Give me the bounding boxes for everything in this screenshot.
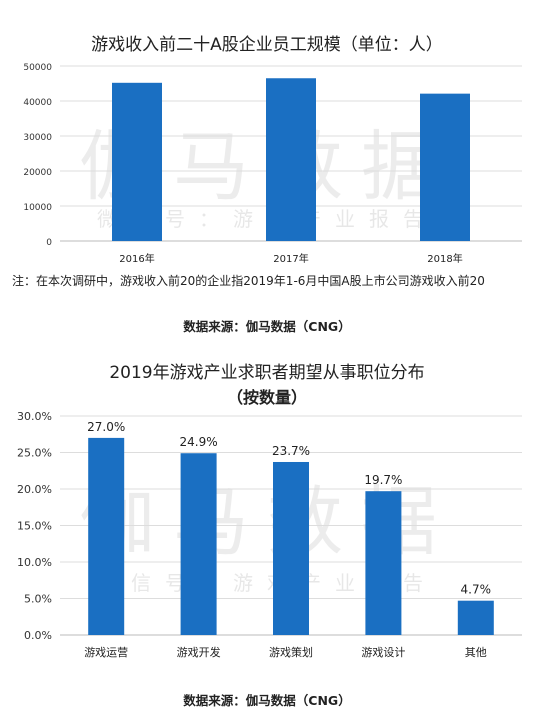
y-tick-label: 30000 (23, 133, 52, 143)
bar-chart-employees: 0 10000 20000 30000 40000 50000 2016年 2017年 2018… (23, 63, 522, 265)
bar (420, 93, 470, 242)
data-label: 24.9% (180, 435, 218, 449)
bar (365, 491, 402, 635)
y-tick-label: 25.0% (17, 447, 52, 460)
bar-chart-positions: 0.0% 5.0% 10.0% 15.0% 20.0% 25.0% 30.0% 27.0% 游戏… (17, 410, 522, 659)
data-label: 4.7% (461, 583, 492, 597)
data-label: 19.7% (364, 473, 402, 487)
x-tick-label: 游戏策划 (269, 645, 313, 659)
bar (457, 600, 494, 635)
chart-title: 游戏收入前二十A股企业员工规模（单位：人） (91, 35, 443, 55)
chart-panel-positions: 2019年游戏产业求职者期望从事职位分布 （按数量） 伽马数据 微信号：游戏产业… (0, 345, 534, 717)
bar (180, 453, 217, 635)
data-source: 数据来源：伽马数据（CNG） (183, 693, 351, 708)
x-tick-label: 2016年 (119, 252, 154, 265)
data-label: 23.7% (272, 444, 310, 458)
y-tick-label: 10000 (23, 203, 52, 213)
bar (273, 461, 309, 635)
chart-title: 2019年游戏产业求职者期望从事职位分布 (109, 363, 425, 383)
y-tick-label: 15.0% (17, 520, 52, 533)
chart-panel-employees: 游戏收入前二十A股企业员工规模（单位：人） 伽马数据 微信号：游戏产业报告 01… (0, 0, 534, 335)
y-tick-label: 0.0% (24, 629, 52, 642)
y-tick-label: 10.0% (17, 556, 52, 569)
x-tick-label: 2017年 (273, 252, 308, 265)
footnote: 注：在本次调研中，游戏收入前20的企业指2019年1-6月中国A股上市公司游戏收… (12, 274, 485, 288)
data-source: 数据来源：伽马数据（CNG） (183, 319, 351, 334)
y-tick-label: 5.0% (24, 593, 52, 606)
x-tick-label: 游戏设计 (361, 646, 405, 659)
y-tick-label: 40000 (23, 98, 52, 108)
chart-subtitle: （按数量） (226, 388, 307, 407)
y-tick-label: 50000 (23, 63, 52, 73)
bar (266, 78, 316, 241)
y-tick-label: 0 (46, 238, 52, 248)
data-label: 27.0% (87, 420, 125, 434)
x-tick-label: 2018年 (427, 252, 462, 265)
x-tick-label: 游戏运营 (84, 645, 128, 659)
y-tick-label: 20.0% (17, 483, 52, 496)
y-tick-label: 20000 (23, 168, 52, 178)
y-tick-label: 30.0% (17, 410, 52, 423)
bar (88, 437, 125, 635)
x-tick-label: 其他 (465, 646, 487, 659)
bar (112, 82, 162, 241)
x-tick-label: 游戏开发 (177, 645, 221, 659)
